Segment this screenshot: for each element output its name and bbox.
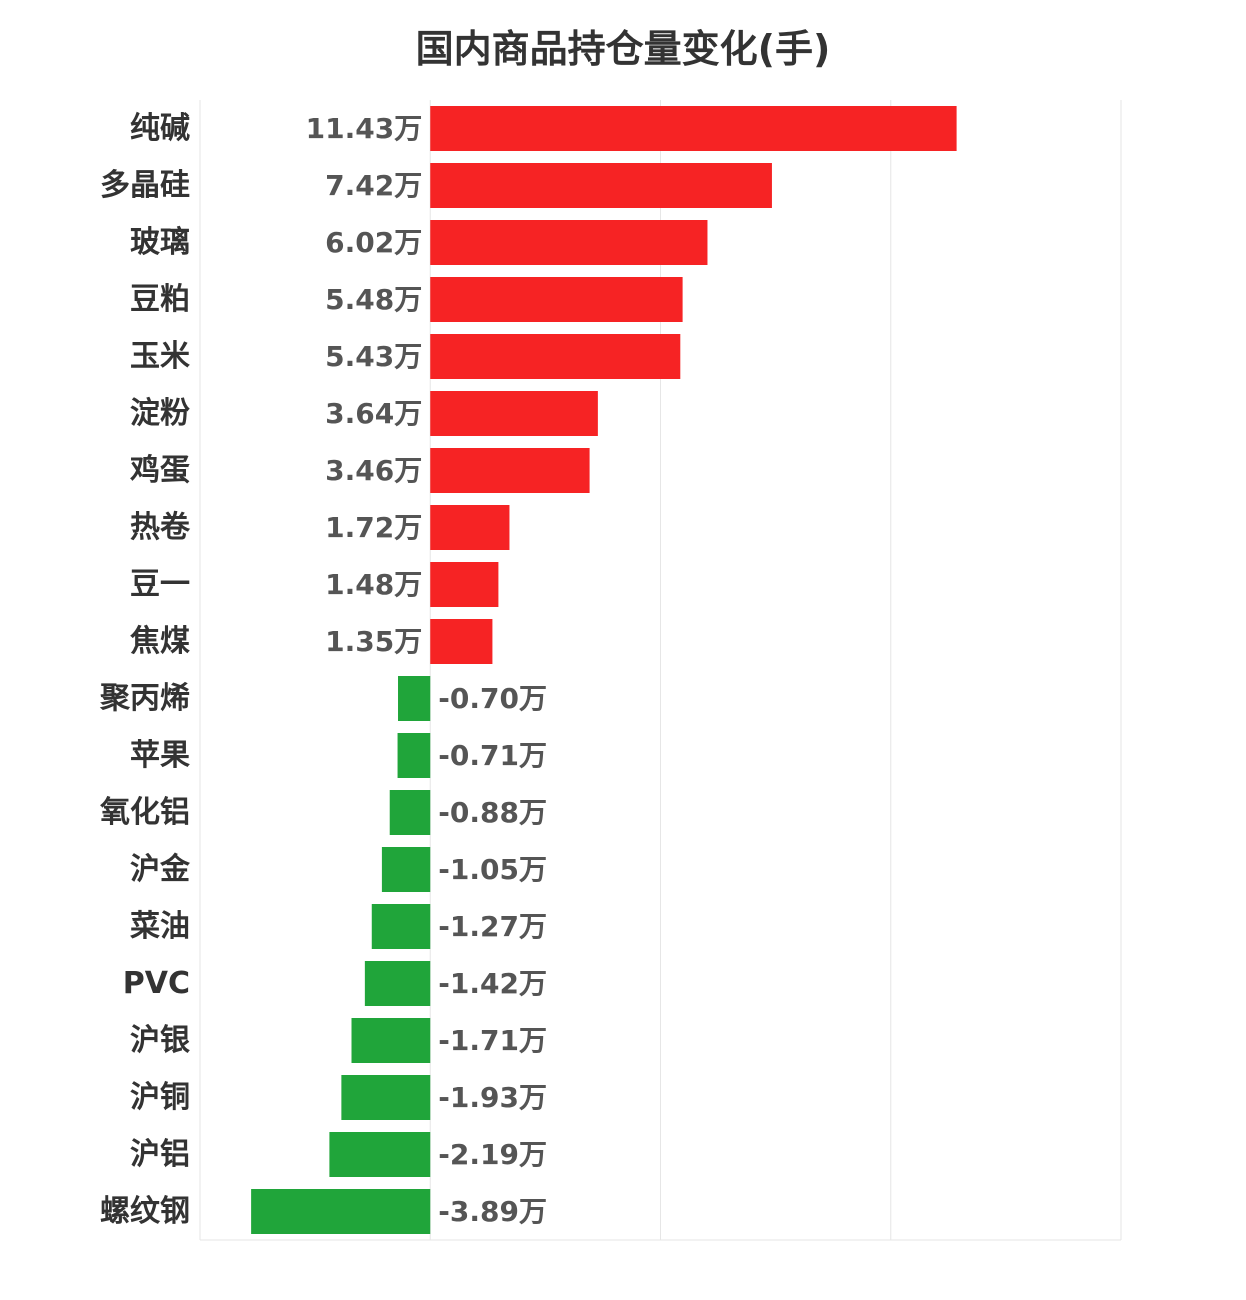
category-label: 玉米 — [130, 339, 190, 374]
value-label: -1.05万 — [438, 853, 547, 886]
category-label: 纯碱 — [130, 111, 190, 146]
category-label: 聚丙烯 — [99, 681, 190, 716]
value-label: -0.70万 — [438, 682, 547, 715]
value-label: -0.71万 — [438, 739, 547, 772]
bars — [251, 106, 957, 1234]
bar-18 — [341, 1075, 431, 1120]
category-label: 淀粉 — [130, 396, 190, 431]
value-label: -1.71万 — [438, 1024, 547, 1057]
category-label: 沪银 — [130, 1023, 190, 1058]
bar-2 — [430, 163, 772, 208]
value-label: 1.48万 — [325, 568, 422, 601]
value-label: -2.19万 — [438, 1138, 547, 1171]
value-label: -3.89万 — [438, 1195, 547, 1228]
bar-14 — [381, 847, 431, 892]
category-label: 苹果 — [130, 738, 190, 773]
category-label: 玻璃 — [130, 225, 190, 260]
value-label: 5.43万 — [325, 340, 422, 373]
bar-6 — [430, 391, 598, 436]
category-label: 螺纹钢 — [100, 1194, 190, 1229]
bar-3 — [430, 220, 708, 265]
category-label: 沪铜 — [130, 1080, 190, 1115]
category-label: 豆一 — [130, 567, 190, 602]
value-label: 5.48万 — [325, 283, 422, 316]
bar-1 — [430, 106, 957, 151]
value-label: -0.88万 — [438, 796, 547, 829]
category-label: 热卷 — [130, 510, 191, 545]
category-label: 多晶硅 — [100, 168, 190, 203]
value-label: -1.27万 — [438, 910, 547, 943]
bar-5 — [430, 334, 681, 379]
value-label: 1.72万 — [325, 511, 422, 544]
category-label: PVC — [123, 966, 190, 1001]
bar-12 — [397, 733, 431, 778]
bar-9 — [430, 562, 499, 607]
value-label: 3.46万 — [325, 454, 422, 487]
category-label: 沪铝 — [130, 1137, 190, 1172]
bar-17 — [351, 1018, 431, 1063]
category-label: 氧化铝 — [100, 795, 190, 830]
bar-11 — [398, 676, 431, 721]
bar-15 — [371, 904, 431, 949]
category-label: 鸡蛋 — [130, 453, 190, 488]
value-label: 3.64万 — [325, 397, 422, 430]
bar-7 — [430, 448, 590, 493]
bar-8 — [430, 505, 510, 550]
chart-title: 国内商品持仓量变化(手) — [415, 27, 831, 71]
bar-20 — [251, 1189, 431, 1234]
bar-4 — [430, 277, 683, 322]
category-label: 焦煤 — [130, 624, 190, 659]
bar-16 — [364, 961, 431, 1006]
bar-19 — [329, 1132, 431, 1177]
value-label: -1.93万 — [438, 1081, 547, 1114]
value-label: 7.42万 — [325, 169, 422, 202]
value-label: -1.42万 — [438, 967, 547, 1000]
category-label: 豆粕 — [130, 282, 190, 317]
category-label: 菜油 — [130, 909, 190, 944]
grid-lines — [199, 100, 1122, 1241]
value-label: 1.35万 — [325, 625, 422, 658]
bar-13 — [389, 790, 431, 835]
value-label: 6.02万 — [325, 226, 422, 259]
category-label: 沪金 — [130, 852, 191, 887]
value-label: 11.43万 — [306, 112, 423, 145]
bar-10 — [430, 619, 493, 664]
